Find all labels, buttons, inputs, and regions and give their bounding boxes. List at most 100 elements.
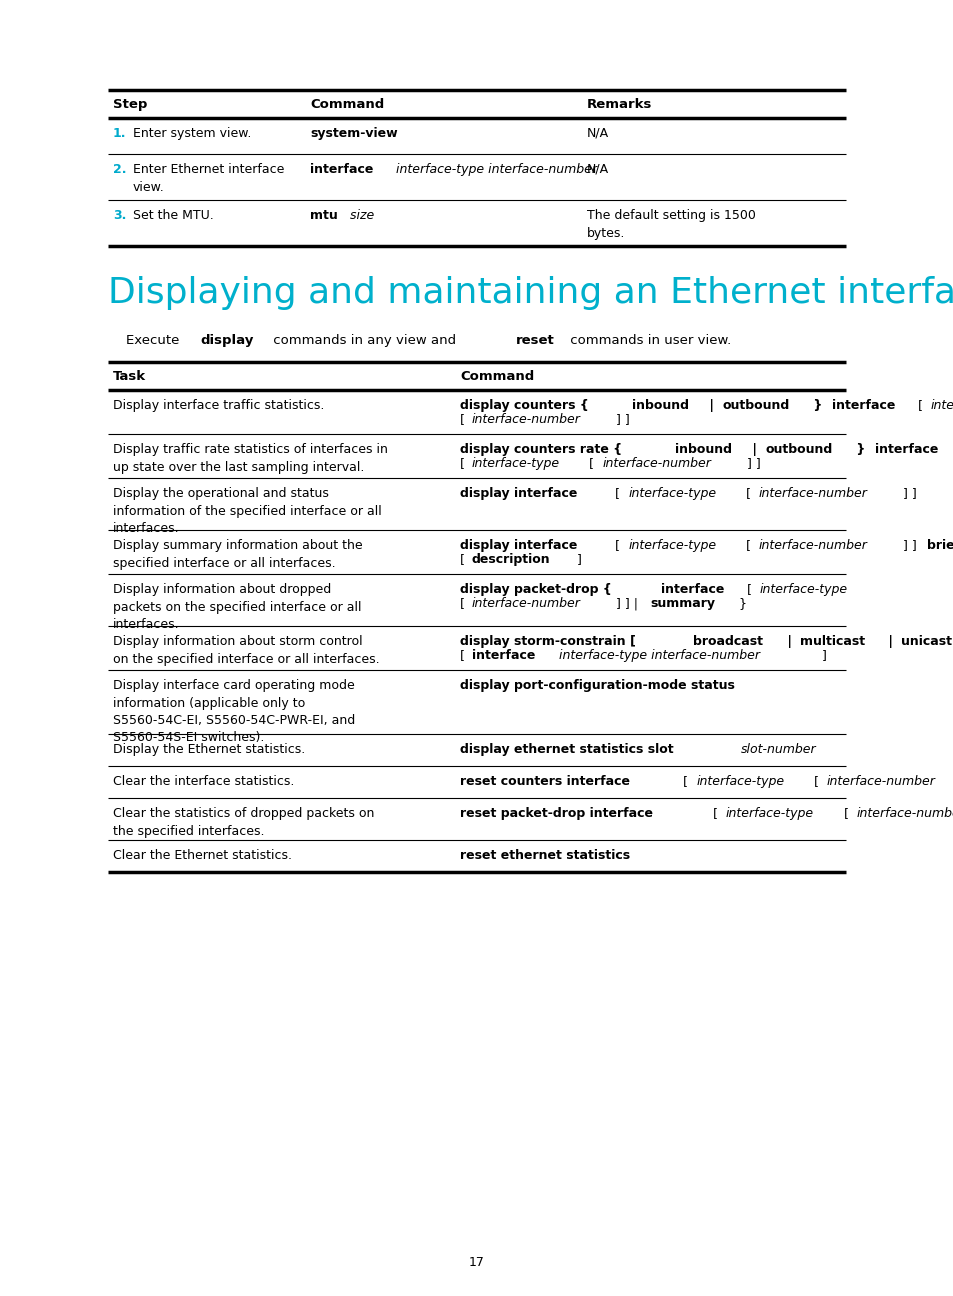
Text: ]: ] [817, 649, 826, 662]
Text: }: } [808, 399, 826, 412]
Text: [: [ [679, 775, 692, 788]
Text: interface-number: interface-number [758, 487, 866, 500]
Text: ] ] |: ] ] | [612, 597, 641, 610]
Text: interface: interface [471, 649, 535, 662]
Text: [: [ [611, 539, 624, 552]
Text: }: } [734, 597, 746, 610]
Text: display storm-constrain [: display storm-constrain [ [459, 635, 639, 648]
Text: interface-number: interface-number [856, 807, 953, 820]
Text: |: | [747, 443, 760, 456]
Text: 17: 17 [469, 1256, 484, 1269]
Text: interface-type: interface-type [471, 457, 559, 470]
Text: [: [ [459, 649, 469, 662]
Text: commands in any view and: commands in any view and [269, 334, 460, 347]
Text: interface-type: interface-type [628, 487, 716, 500]
Text: ] ]: ] ] [899, 487, 916, 500]
Text: interface-type: interface-type [696, 775, 783, 788]
Text: Display the operational and status
information of the specified interface or all: Display the operational and status infor… [112, 487, 381, 535]
Text: interface: interface [875, 443, 938, 456]
Text: interface-type: interface-type [628, 539, 716, 552]
Text: display counters {: display counters { [459, 399, 593, 412]
Text: interface-type: interface-type [725, 807, 813, 820]
Text: interface-type: interface-type [930, 399, 953, 412]
Text: interface: interface [660, 583, 724, 596]
Text: interface-type: interface-type [760, 583, 847, 596]
Text: ] ]: ] ] [899, 539, 920, 552]
Text: Enter system view.: Enter system view. [132, 127, 251, 140]
Text: reset: reset [516, 334, 555, 347]
Text: Display summary information about the
specified interface or all interfaces.: Display summary information about the sp… [112, 539, 362, 569]
Text: N/A: N/A [586, 127, 608, 140]
Text: [: [ [459, 597, 469, 610]
Text: commands in user view.: commands in user view. [565, 334, 731, 347]
Text: size: size [345, 209, 374, 222]
Text: ] ]: ] ] [741, 457, 760, 470]
Text: Clear the interface statistics.: Clear the interface statistics. [112, 775, 294, 788]
Text: reset counters interface: reset counters interface [459, 775, 629, 788]
Text: Display traffic rate statistics of interfaces in
up state over the last sampling: Display traffic rate statistics of inter… [112, 443, 388, 473]
Text: broadcast: broadcast [692, 635, 761, 648]
Text: interface-type interface-number: interface-type interface-number [392, 163, 597, 176]
Text: interface-number: interface-number [758, 539, 866, 552]
Text: 3.: 3. [112, 209, 126, 222]
Text: interface: interface [310, 163, 373, 176]
Text: inbound: inbound [631, 399, 688, 412]
Text: [: [ [913, 399, 926, 412]
Text: display counters rate {: display counters rate { [459, 443, 626, 456]
Text: [: [ [459, 553, 469, 566]
Text: [: [ [459, 413, 469, 426]
Text: mtu: mtu [310, 209, 337, 222]
Text: [: [ [741, 487, 754, 500]
Text: [: [ [839, 807, 852, 820]
Text: display port-configuration-mode status: display port-configuration-mode status [459, 679, 734, 692]
Text: Display interface card operating mode
information (applicable only to
S5560-54C-: Display interface card operating mode in… [112, 679, 355, 744]
Text: Displaying and maintaining an Ethernet interface: Displaying and maintaining an Ethernet i… [108, 276, 953, 310]
Text: Clear the Ethernet statistics.: Clear the Ethernet statistics. [112, 849, 292, 862]
Text: Task: Task [112, 369, 146, 384]
Text: interface-number: interface-number [471, 413, 579, 426]
Text: ] ]: ] ] [612, 413, 629, 426]
Text: [: [ [459, 457, 469, 470]
Text: slot-number: slot-number [740, 743, 816, 756]
Text: Clear the statistics of dropped packets on
the specified interfaces.: Clear the statistics of dropped packets … [112, 807, 374, 837]
Text: summary: summary [650, 597, 715, 610]
Text: Display interface traffic statistics.: Display interface traffic statistics. [112, 399, 324, 412]
Text: |: | [883, 635, 897, 648]
Text: |: | [704, 399, 718, 412]
Text: |: | [782, 635, 796, 648]
Text: display ethernet statistics slot: display ethernet statistics slot [459, 743, 678, 756]
Text: Set the MTU.: Set the MTU. [132, 209, 213, 222]
Text: display: display [200, 334, 253, 347]
Text: Enter Ethernet interface
view.: Enter Ethernet interface view. [132, 163, 284, 194]
Text: interface-number: interface-number [601, 457, 710, 470]
Text: description: description [471, 553, 550, 566]
Text: [: [ [741, 539, 754, 552]
Text: interface: interface [831, 399, 895, 412]
Text: interface-number: interface-number [471, 597, 579, 610]
Text: inbound: inbound [674, 443, 731, 456]
Text: Step: Step [112, 98, 147, 111]
Text: display interface: display interface [459, 487, 577, 500]
Text: unicast: unicast [901, 635, 951, 648]
Text: brief: brief [926, 539, 953, 552]
Text: The default setting is 1500
bytes.: The default setting is 1500 bytes. [586, 209, 755, 240]
Text: N/A: N/A [586, 163, 608, 176]
Text: Command: Command [459, 369, 534, 384]
Text: 2.: 2. [112, 163, 127, 176]
Text: Display information about storm control
on the specified interface or all interf: Display information about storm control … [112, 635, 379, 666]
Text: outbound: outbound [765, 443, 832, 456]
Text: reset packet-drop interface: reset packet-drop interface [459, 807, 652, 820]
Text: Display information about dropped
packets on the specified interface or all
inte: Display information about dropped packet… [112, 583, 361, 631]
Text: interface-number: interface-number [825, 775, 935, 788]
Text: [: [ [611, 487, 624, 500]
Text: multicast: multicast [800, 635, 864, 648]
Text: [: [ [742, 583, 756, 596]
Text: [: [ [708, 807, 721, 820]
Text: interface-type interface-number: interface-type interface-number [558, 649, 759, 662]
Text: [: [ [809, 775, 822, 788]
Text: display packet-drop {: display packet-drop { [459, 583, 616, 596]
Text: Command: Command [310, 98, 384, 111]
Text: Remarks: Remarks [586, 98, 652, 111]
Text: reset ethernet statistics: reset ethernet statistics [459, 849, 630, 862]
Text: 1.: 1. [112, 127, 127, 140]
